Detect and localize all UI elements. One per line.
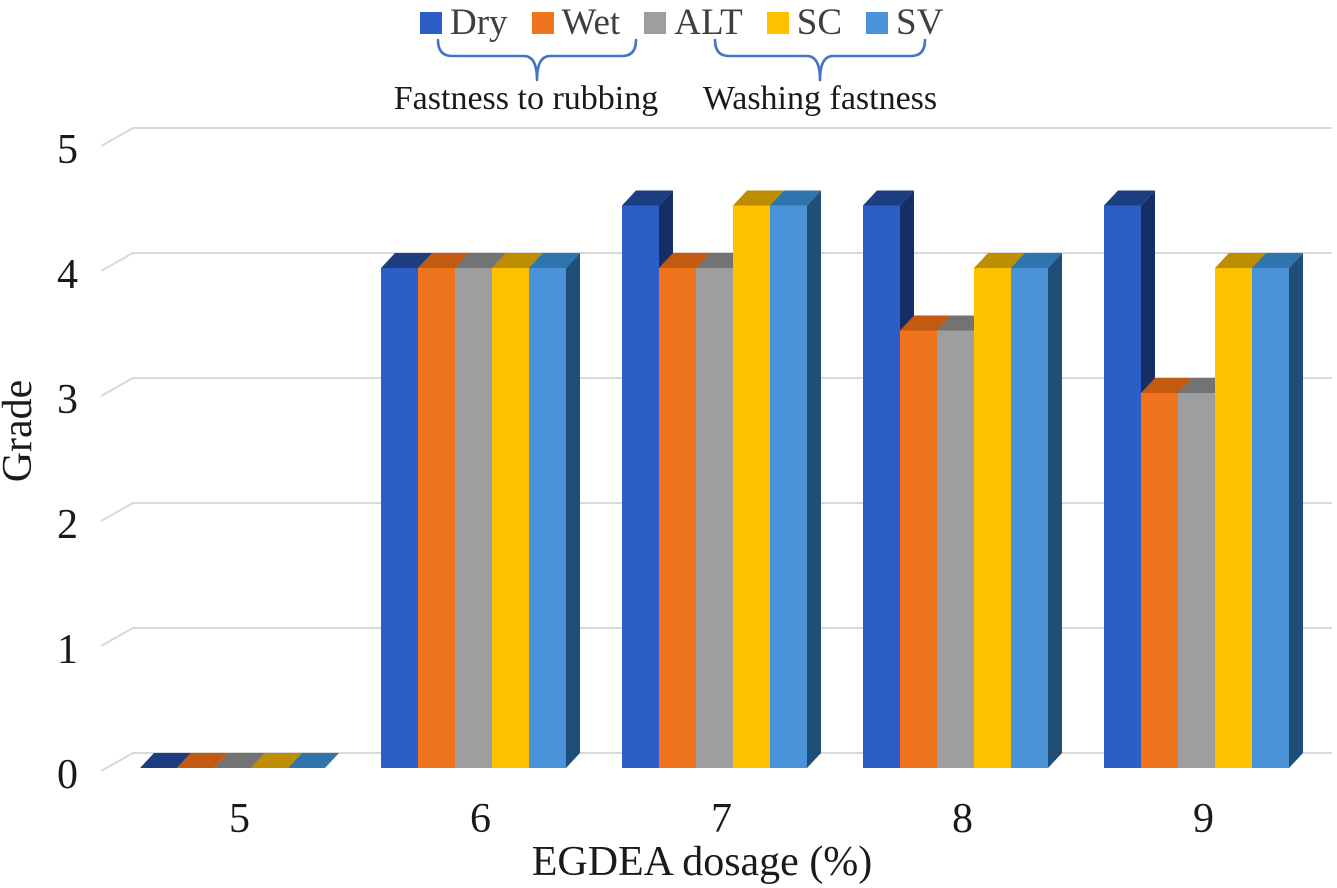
legend-label-dry: Dry <box>450 2 508 43</box>
bar-SC-8[interactable] <box>974 268 1011 768</box>
bar-top-Dry-7 <box>622 190 673 206</box>
bar-SV-8[interactable] <box>1011 268 1048 768</box>
bar-Wet-8[interactable] <box>900 330 937 769</box>
bar-Dry-7[interactable] <box>622 205 659 769</box>
y-tick-label-4: 4 <box>57 252 78 298</box>
brace-annotations <box>436 38 927 82</box>
bar-top-ALT-5 <box>214 753 265 768</box>
x-tick-label-7: 7 <box>711 796 732 842</box>
bar-top-Dry-9 <box>1104 190 1155 206</box>
bar-SV-6[interactable] <box>529 268 566 768</box>
bar-top-Wet-5 <box>177 753 228 768</box>
legend-swatch-wet-icon <box>531 11 554 34</box>
x-tick-label-9: 9 <box>1193 796 1214 842</box>
bar-top-Dry-6 <box>381 253 432 268</box>
y-tick-label-2: 2 <box>57 502 78 548</box>
bar-top-Wet-7 <box>659 253 710 268</box>
bar-top-Wet-9 <box>1141 378 1192 393</box>
y-tick-label-5: 5 <box>57 127 78 173</box>
annotation-fastness-to-rubbing: Fastness to rubbing <box>393 80 659 117</box>
y-tick-label-3: 3 <box>57 377 78 423</box>
x-axis-title: EGDEA dosage (%) <box>531 839 873 885</box>
x-tick-label-6: 6 <box>470 796 491 842</box>
legend-swatch-sv-icon <box>866 11 889 34</box>
bar-SV-9[interactable] <box>1252 268 1289 768</box>
gridline-5 <box>100 127 1332 147</box>
legend-item-dry[interactable]: Dry <box>420 4 508 41</box>
legend-label-wet: Wet <box>561 2 621 43</box>
y-tick-label-0: 0 <box>57 752 78 798</box>
legend-item-sv[interactable]: SV <box>866 4 943 41</box>
bar-top-SV-7 <box>770 190 821 206</box>
legend-label-sv: SV <box>896 2 944 43</box>
bar-Wet-9[interactable] <box>1141 393 1178 768</box>
bar-ALT-6[interactable] <box>455 268 492 768</box>
legend-item-sc[interactable]: SC <box>766 2 843 43</box>
bar-top-ALT-6 <box>455 253 506 268</box>
legend-swatch-dry-icon <box>420 11 442 34</box>
bar-Dry-8[interactable] <box>863 205 900 769</box>
legend-swatch-alt-icon <box>644 11 667 34</box>
legend: Dry Wet ALT SC SV <box>420 4 943 41</box>
y-tick-label-1: 1 <box>57 627 78 673</box>
bar-Dry-9[interactable] <box>1104 205 1141 769</box>
bar-Wet-6[interactable] <box>418 268 455 768</box>
gridline-4 <box>100 252 1332 272</box>
bar-side-SV-7 <box>807 190 821 768</box>
legend-label-sc: SC <box>796 2 843 43</box>
bar-top-SC-5 <box>251 753 302 768</box>
x-tick-label-5: 5 <box>229 796 250 842</box>
x-tick-label-8: 8 <box>952 796 973 842</box>
bar-top-SC-8 <box>974 253 1025 268</box>
bar-top-Wet-6 <box>418 253 469 268</box>
bar-top-Dry-8 <box>863 190 914 206</box>
bar-top-SV-5 <box>288 753 339 768</box>
bar-top-SV-9 <box>1252 253 1303 268</box>
bar-top-SC-9 <box>1215 253 1266 268</box>
bar-ALT-7[interactable] <box>696 268 733 768</box>
bar-top-Wet-8 <box>900 315 951 331</box>
annotation-washing-fastness: Washing fastness <box>702 80 938 117</box>
bar-side-SV-6 <box>566 253 580 768</box>
bar-SC-7[interactable] <box>733 205 770 769</box>
bar-top-Dry-5 <box>140 753 191 768</box>
legend-label-alt: ALT <box>674 2 743 43</box>
bar-ALT-8[interactable] <box>937 330 974 769</box>
legend-item-alt[interactable]: ALT <box>644 4 743 41</box>
bar-SC-6[interactable] <box>492 268 529 768</box>
bar-top-SV-8 <box>1011 253 1062 268</box>
brace-fastness-to-rubbing-icon <box>436 38 638 82</box>
brace-washing-fastness-icon <box>713 38 927 82</box>
bar-Dry-6[interactable] <box>381 268 418 768</box>
bar-Wet-7[interactable] <box>659 268 696 768</box>
bar-top-SC-7 <box>733 190 784 206</box>
legend-item-wet[interactable]: Wet <box>531 2 621 43</box>
bar-top-SC-6 <box>492 253 543 268</box>
bar-side-SV-9 <box>1289 253 1303 768</box>
bar-SV-7[interactable] <box>770 205 807 769</box>
bar-side-SV-8 <box>1048 253 1062 768</box>
bar-SC-9[interactable] <box>1215 268 1252 768</box>
bar-ALT-9[interactable] <box>1178 393 1215 768</box>
legend-swatch-sc-icon <box>766 11 789 34</box>
bar-top-SV-6 <box>529 253 580 268</box>
